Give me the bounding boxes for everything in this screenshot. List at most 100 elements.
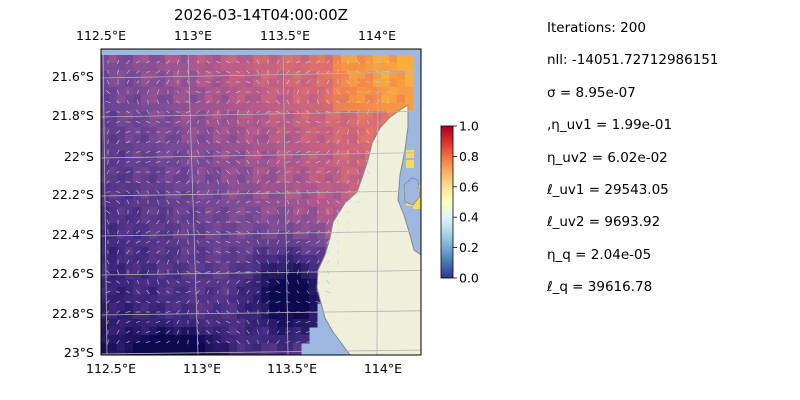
- velocity-arrow: [136, 341, 140, 343]
- velocity-arrow: [326, 219, 330, 225]
- field-cell: [221, 215, 230, 224]
- field-cell: [237, 263, 246, 272]
- velocity-arrow: [306, 210, 310, 214]
- field-cell: [237, 215, 246, 224]
- velocity-arrow: [277, 80, 279, 84]
- field-cell: [213, 319, 222, 328]
- velocity-arrow: [156, 290, 160, 294]
- field-cell: [293, 119, 302, 128]
- velocity-arrow: [306, 161, 310, 163]
- field-cell: [157, 295, 166, 304]
- field-cell: [269, 335, 278, 344]
- velocity-arrow: [115, 130, 121, 134]
- velocity-arrow: [137, 200, 139, 204]
- velocity-arrow: [206, 160, 210, 164]
- velocity-arrow: [146, 250, 150, 254]
- field-cell: [213, 223, 222, 232]
- velocity-arrow: [236, 200, 240, 204]
- field-cell: [245, 143, 254, 152]
- field-cell: [213, 247, 222, 256]
- velocity-arrow: [195, 201, 201, 203]
- velocity-arrow: [217, 109, 219, 115]
- highlight-cell: [406, 150, 414, 158]
- field-cell: [309, 279, 318, 288]
- velocity-arrow: [225, 251, 231, 253]
- field-cell: [301, 327, 310, 336]
- field-cell: [133, 247, 142, 256]
- velocity-arrow: [317, 200, 319, 204]
- field-cell: [125, 335, 134, 344]
- velocity-arrow: [305, 120, 311, 124]
- field-cell: [181, 263, 190, 272]
- field-cell: [221, 127, 230, 136]
- field-cell: [125, 71, 134, 80]
- field-cell: [349, 183, 358, 192]
- field-cell: [157, 199, 166, 208]
- velocity-arrow: [216, 280, 220, 284]
- velocity-arrow: [336, 209, 340, 215]
- velocity-arrow: [186, 191, 190, 193]
- field-cell: [309, 95, 318, 104]
- field-cell: [269, 215, 278, 224]
- velocity-arrow: [137, 99, 139, 105]
- velocity-arrow: [266, 259, 270, 265]
- velocity-arrow: [176, 200, 180, 204]
- field-cell: [101, 287, 110, 296]
- param-ell-uv1: ℓ_uv1 = 29543.05: [547, 181, 669, 198]
- velocity-arrow: [366, 81, 370, 83]
- velocity-arrow: [246, 149, 250, 155]
- velocity-arrow: [315, 301, 321, 303]
- velocity-arrow: [226, 280, 230, 284]
- velocity-arrow: [226, 210, 230, 214]
- velocity-arrow: [216, 129, 220, 135]
- velocity-arrow: [126, 249, 130, 255]
- field-cell: [181, 223, 190, 232]
- lat-tick-label: 22.2°S: [52, 187, 94, 202]
- field-cell: [325, 95, 334, 104]
- field-cell: [181, 231, 190, 240]
- velocity-arrow: [106, 120, 110, 124]
- field-cell: [245, 351, 254, 355]
- field-cell: [333, 127, 342, 136]
- field-cell: [197, 87, 206, 96]
- field-cell: [285, 311, 294, 320]
- field-cell: [157, 239, 166, 248]
- field-cell: [389, 95, 398, 104]
- velocity-arrow: [327, 89, 329, 95]
- field-cell: [285, 199, 294, 208]
- field-cell: [157, 55, 166, 64]
- field-cell: [117, 207, 126, 216]
- field-cell: [141, 167, 150, 176]
- field-cell: [221, 287, 230, 296]
- field-cell: [165, 319, 174, 328]
- field-cell: [269, 111, 278, 120]
- velocity-arrow: [176, 90, 180, 94]
- field-cell: [365, 127, 374, 136]
- field-cell: [149, 239, 158, 248]
- velocity-arrow: [267, 220, 269, 224]
- field-cell: [181, 271, 190, 280]
- velocity-arrow: [346, 59, 350, 65]
- velocity-arrow: [155, 150, 161, 154]
- field-cell: [293, 167, 302, 176]
- field-cell: [293, 151, 302, 160]
- field-cell: [133, 207, 142, 216]
- velocity-arrow: [297, 199, 299, 205]
- field-cell: [293, 295, 302, 304]
- field-cell: [253, 295, 262, 304]
- field-cell: [125, 223, 134, 232]
- velocity-arrow: [225, 160, 231, 164]
- field-cell: [189, 151, 198, 160]
- field-cell: [141, 311, 150, 320]
- field-cell: [165, 71, 174, 80]
- velocity-arrow: [145, 150, 151, 154]
- field-cell: [141, 135, 150, 144]
- velocity-arrow: [336, 180, 340, 184]
- field-cell: [165, 343, 174, 352]
- field-cell: [213, 343, 222, 352]
- velocity-arrow: [175, 300, 181, 304]
- field-cell: [141, 343, 150, 352]
- field-cell: [165, 95, 174, 104]
- field-cell: [101, 127, 110, 136]
- velocity-arrow: [257, 339, 259, 345]
